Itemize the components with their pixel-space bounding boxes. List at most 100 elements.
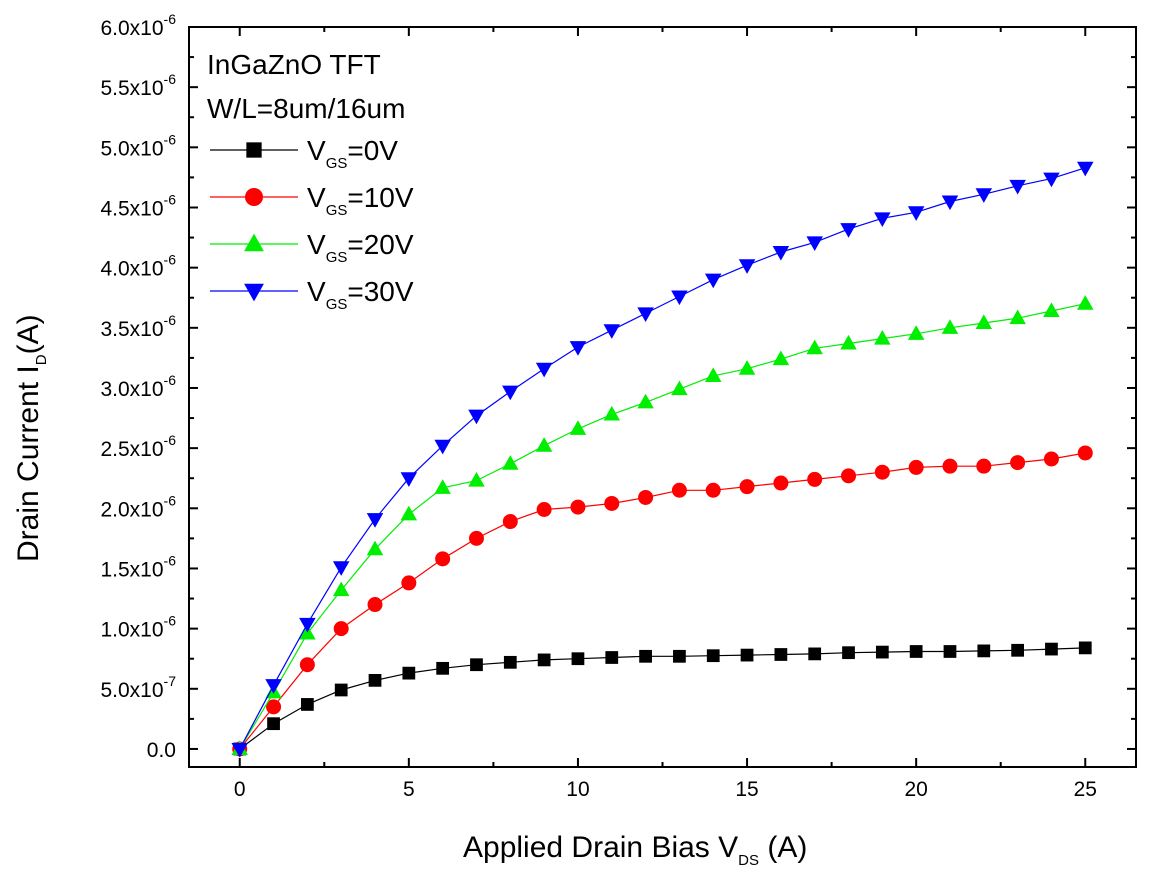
data-point xyxy=(909,645,923,658)
data-point xyxy=(1077,445,1093,461)
data-point xyxy=(1010,455,1026,471)
data-point xyxy=(840,334,857,350)
data-point xyxy=(332,581,350,597)
data-point xyxy=(841,468,857,484)
data-point xyxy=(299,617,316,633)
legend: VGS=0V VGS=10V VGS=20V VGS=30V xyxy=(210,135,414,313)
series-line xyxy=(239,303,1086,750)
data-point xyxy=(671,380,688,396)
data-point xyxy=(569,420,587,435)
x-axis-title: Applied Drain Bias VDS (A) xyxy=(463,831,807,869)
legend-label: VGS=20V xyxy=(307,229,414,266)
data-point xyxy=(605,651,619,664)
data-point xyxy=(502,455,519,470)
data-point xyxy=(1045,642,1058,656)
data-point xyxy=(840,223,857,238)
data-point xyxy=(842,646,855,660)
y-tick-label: 5.5x10-6 xyxy=(100,71,176,100)
data-point xyxy=(536,502,552,518)
data-point xyxy=(874,330,891,345)
legend-label: VGS=10V xyxy=(307,182,414,219)
data-point xyxy=(231,742,248,758)
data-point xyxy=(502,385,519,401)
x-tick-label: 25 xyxy=(1074,778,1097,801)
y-tick-label: 4.5x10-6 xyxy=(100,191,176,220)
x-tick-labels: 0 5 10 15 20 25 xyxy=(234,778,1097,801)
y-tick-label: 3.5x10-6 xyxy=(100,312,176,341)
data-point xyxy=(977,644,991,658)
annotation-geometry: W/L=8um/16um xyxy=(207,93,405,124)
data-point xyxy=(808,647,822,661)
data-point xyxy=(738,259,756,274)
legend-entry: VGS=30V xyxy=(210,276,414,313)
x-tick-label: 20 xyxy=(904,778,927,801)
data-point xyxy=(502,514,518,530)
data-point xyxy=(976,458,992,474)
data-point xyxy=(1077,295,1094,310)
data-point xyxy=(468,530,484,546)
data-point xyxy=(639,649,652,663)
data-point xyxy=(671,482,687,498)
data-point xyxy=(333,621,349,637)
data-point xyxy=(299,657,315,673)
legend-entry: VGS=20V xyxy=(210,229,414,266)
legend-marker xyxy=(246,142,262,158)
data-point xyxy=(772,350,790,366)
data-point xyxy=(503,655,517,669)
series-1 xyxy=(232,445,1093,757)
y-tick-label: 4.0x10-6 xyxy=(100,252,176,281)
data-point xyxy=(301,698,314,711)
data-point xyxy=(637,307,654,322)
data-point xyxy=(1011,643,1024,657)
series-layer xyxy=(231,161,1094,758)
data-point xyxy=(941,195,959,211)
data-point xyxy=(603,324,621,339)
x-tick-label: 15 xyxy=(735,778,758,801)
legend-label: VGS=0V xyxy=(307,135,398,172)
data-point xyxy=(367,597,383,613)
data-point xyxy=(266,699,282,715)
data-point xyxy=(368,673,382,687)
annotation-device: InGaZnO TFT xyxy=(207,49,381,80)
series-2 xyxy=(231,295,1094,755)
data-point xyxy=(907,325,925,340)
x-tick-label: 0 xyxy=(234,778,246,801)
data-point xyxy=(1043,172,1060,188)
data-point xyxy=(435,551,451,567)
data-point xyxy=(535,362,553,378)
data-point xyxy=(265,679,282,694)
data-point xyxy=(436,661,450,675)
legend-marker xyxy=(244,233,264,252)
data-point xyxy=(434,479,451,494)
y-axis-title: Drain Current ID(A) xyxy=(12,314,50,562)
legend-label: VGS=30V xyxy=(307,276,414,313)
y-tick-label: 1.5x10-6 xyxy=(100,552,176,581)
data-point xyxy=(738,360,756,375)
data-point xyxy=(874,464,890,480)
data-point xyxy=(400,505,418,521)
data-point xyxy=(772,246,790,261)
data-point xyxy=(806,236,823,252)
data-point xyxy=(704,273,722,289)
y-tick-labels: 0.0 5.0x10-7 1.0x10-6 1.5x10-6 2.0x10-6 2.5x1… xyxy=(100,11,176,762)
data-point xyxy=(638,489,654,505)
data-point xyxy=(569,341,587,356)
data-point xyxy=(1043,302,1060,317)
data-point xyxy=(332,561,350,576)
legend-entry: VGS=10V xyxy=(210,182,414,219)
data-point xyxy=(943,645,957,658)
data-point xyxy=(673,649,686,663)
data-point xyxy=(637,393,654,409)
legend-entry: VGS=0V xyxy=(210,135,398,172)
data-point xyxy=(704,367,722,382)
data-point xyxy=(1009,309,1026,325)
data-point xyxy=(806,339,823,355)
data-point xyxy=(705,482,721,498)
series-line xyxy=(239,452,1086,750)
data-point xyxy=(1009,179,1026,195)
data-point xyxy=(334,683,348,697)
data-point xyxy=(671,290,688,306)
data-point xyxy=(941,319,959,334)
data-point xyxy=(1078,641,1092,655)
